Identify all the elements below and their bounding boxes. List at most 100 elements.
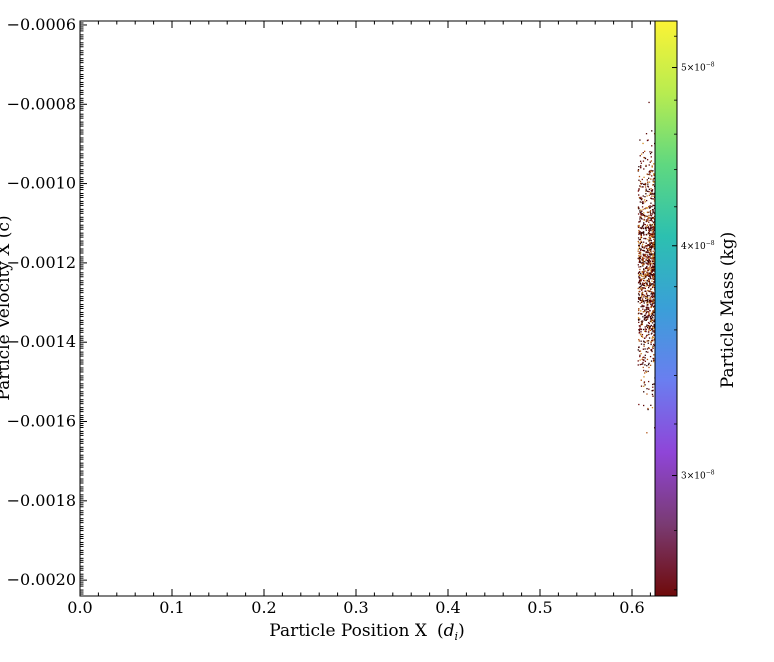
particle-point <box>646 334 648 337</box>
particle-point <box>639 233 642 235</box>
particle-point <box>646 348 649 350</box>
particle-point <box>650 169 652 172</box>
particle-point <box>643 257 645 259</box>
particle-point <box>651 293 654 295</box>
particle-point <box>651 348 653 351</box>
particle-point <box>646 283 648 285</box>
particle-point <box>649 174 651 176</box>
particle-point <box>649 263 652 265</box>
particle-point <box>653 200 655 202</box>
particle-point <box>647 245 649 247</box>
particle-point <box>653 266 655 268</box>
particle-point <box>653 204 655 207</box>
particle-point <box>645 285 647 287</box>
particle-point <box>646 265 648 268</box>
particle-point <box>638 276 640 278</box>
particle-point <box>648 244 650 246</box>
particle-point <box>641 245 643 247</box>
particle-point <box>649 227 652 229</box>
particle-point <box>645 188 647 190</box>
particle-point <box>641 231 643 234</box>
particle-point <box>649 244 651 247</box>
particle-point <box>649 241 651 244</box>
particle-point <box>644 310 646 312</box>
particle-point <box>652 211 654 214</box>
particle-point <box>652 230 655 232</box>
particle-point <box>650 235 653 237</box>
particle-point <box>642 363 644 365</box>
particle-point <box>653 354 655 356</box>
particle-point <box>653 241 655 243</box>
particle-point <box>649 275 651 277</box>
particle-point <box>649 276 651 278</box>
particle-point <box>650 349 652 351</box>
particle-point <box>646 245 648 247</box>
particle-point <box>645 267 647 270</box>
particle-point <box>637 264 639 266</box>
particle-point <box>650 245 653 247</box>
particle-point <box>647 321 650 324</box>
particle-point <box>653 263 655 265</box>
particle-point <box>645 311 648 314</box>
particle-point <box>653 233 655 235</box>
particle-point <box>650 306 652 308</box>
particle-point <box>648 285 650 287</box>
particle-point <box>653 258 655 260</box>
particle-point <box>650 284 652 286</box>
particle-point <box>646 271 648 273</box>
particle-point <box>652 226 654 228</box>
particle-point <box>645 275 647 277</box>
particle-point <box>638 188 640 190</box>
particle-point <box>642 225 644 227</box>
particle-point <box>649 210 652 212</box>
particle-point <box>638 259 641 261</box>
particle-point <box>638 271 641 273</box>
particle-point <box>641 300 643 302</box>
particle-point <box>648 314 650 317</box>
particle-point <box>641 186 643 188</box>
particle-point <box>638 246 640 248</box>
particle-point <box>643 343 645 346</box>
particle-point <box>643 274 645 276</box>
particle-point <box>645 133 648 135</box>
particle-point <box>638 298 640 300</box>
particle-point <box>652 233 654 236</box>
particle-point <box>643 287 645 289</box>
particle-point <box>644 341 647 344</box>
particle-point <box>643 305 645 307</box>
colorbar-tick-label: 5×10−8 <box>681 62 715 74</box>
particle-point <box>647 243 649 246</box>
particle-point <box>639 242 642 244</box>
particle-point <box>652 327 654 329</box>
particle-point <box>650 360 653 362</box>
particle-point <box>653 338 655 340</box>
particle-point <box>653 309 655 311</box>
particle-point <box>648 267 650 269</box>
particle-point <box>638 233 640 235</box>
particle-point <box>639 261 642 263</box>
particle-point <box>647 316 649 318</box>
particle-point <box>651 330 654 332</box>
particle-point <box>645 306 648 308</box>
particle-point <box>640 379 642 381</box>
particle-point <box>646 279 648 282</box>
particle-point <box>645 297 647 299</box>
particle-point <box>642 305 644 308</box>
particle-point <box>645 190 647 192</box>
particle-point <box>638 296 640 299</box>
particle-point <box>641 178 643 181</box>
particle-point <box>653 427 655 429</box>
particle-point <box>640 249 642 252</box>
particle-point <box>648 307 650 309</box>
particle-point <box>650 268 652 270</box>
particle-point <box>642 261 644 264</box>
particle-point <box>649 228 651 230</box>
particle-point <box>653 226 655 228</box>
particle-point <box>652 184 655 186</box>
particle-point <box>649 300 652 303</box>
particle-point <box>640 328 642 331</box>
particle-point <box>652 244 654 246</box>
particle-point <box>651 265 654 267</box>
particle-point <box>637 237 640 239</box>
particle-point <box>637 287 639 290</box>
